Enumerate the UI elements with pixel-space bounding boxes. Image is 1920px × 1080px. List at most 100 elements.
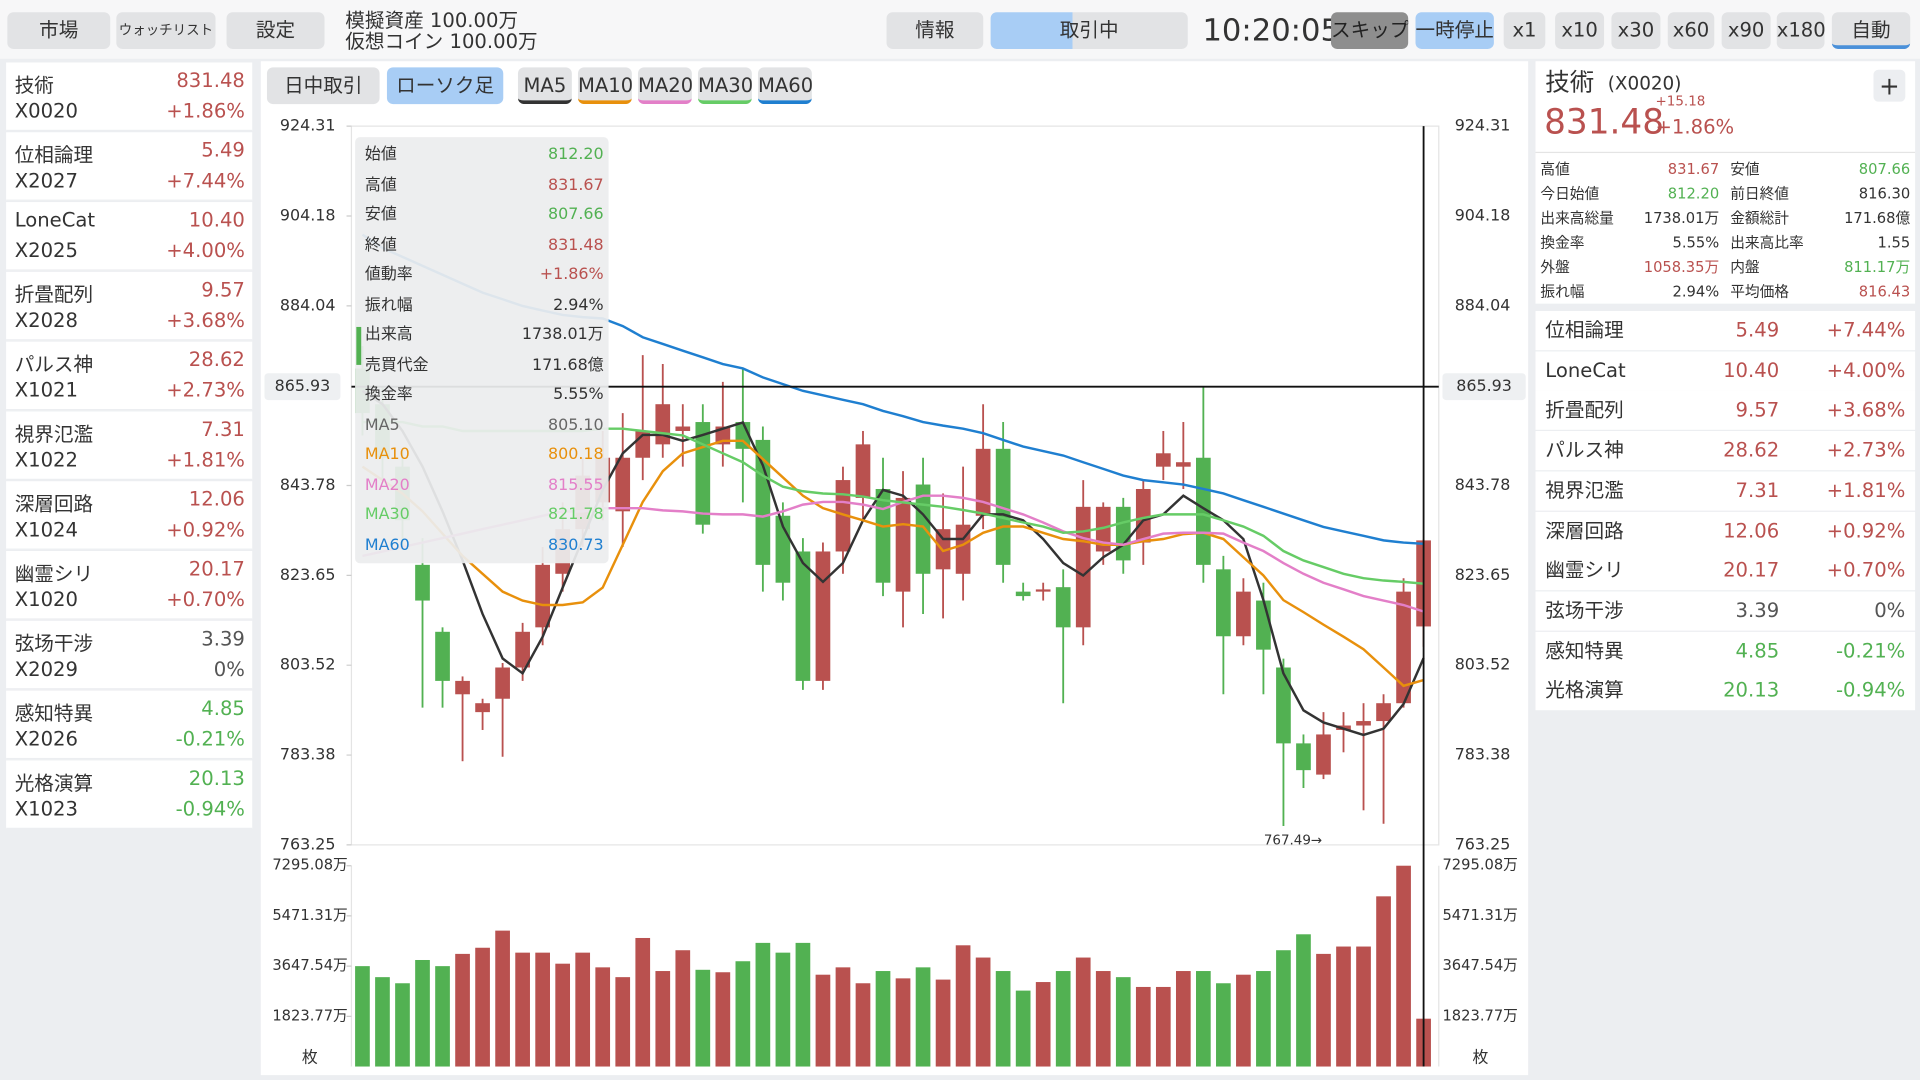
stock-change: +1.81% bbox=[166, 448, 245, 472]
side-item[interactable]: 光格演算 20.13 -0.94% bbox=[1535, 671, 1916, 711]
speed-button[interactable]: x30 bbox=[1611, 12, 1661, 49]
side-change: +1.81% bbox=[1826, 478, 1906, 502]
candle-body bbox=[855, 444, 871, 498]
watchlist-item[interactable]: 深層回路 X1024 12.06 +0.92% bbox=[6, 481, 253, 550]
volume-bar bbox=[775, 952, 791, 1067]
stock-code: X2025 bbox=[14, 238, 78, 263]
candle-body bbox=[655, 404, 671, 445]
tooltip-ma-row: MA20 815.55 bbox=[365, 471, 604, 500]
tooltip-label: MA5 bbox=[364, 415, 400, 435]
detail-panel bbox=[1535, 61, 1916, 304]
candle-body bbox=[1055, 587, 1071, 628]
side-item[interactable]: 感知特異 4.85 -0.21% bbox=[1535, 631, 1916, 671]
stat-label: 今日始値 bbox=[1540, 184, 1600, 203]
y-tick-label-right: 924.31 bbox=[1455, 116, 1511, 135]
watchlist-item[interactable]: LoneCat X2025 10.40 +4.00% bbox=[6, 202, 253, 271]
candle-body bbox=[995, 448, 1011, 565]
volume-bar bbox=[1236, 974, 1251, 1067]
side-item[interactable]: 深層回路 12.06 +0.92% bbox=[1535, 511, 1916, 551]
side-change: +4.00% bbox=[1826, 358, 1906, 382]
watchlist-button[interactable]: ウォッチリスト bbox=[116, 12, 216, 49]
skip-button[interactable]: スキップ bbox=[1331, 12, 1409, 49]
watchlist-item[interactable]: 光格演算 X1023 20.13 -0.94% bbox=[6, 760, 253, 829]
intraday-tab[interactable]: 日中取引 bbox=[266, 67, 380, 105]
side-item[interactable]: 幽霊シリ 20.17 +0.70% bbox=[1535, 551, 1916, 591]
watchlist-item[interactable]: 折畳配列 X2028 9.57 +3.68% bbox=[6, 271, 253, 341]
side-item[interactable]: 弦场干涉 3.39 0% bbox=[1535, 591, 1916, 631]
speed-button[interactable]: x90 bbox=[1721, 12, 1771, 49]
side-name: 弦场干涉 bbox=[1545, 598, 1624, 622]
stat-value: 811.17万 bbox=[1844, 258, 1911, 276]
ma-toggle[interactable]: MA60 bbox=[757, 67, 812, 105]
candle-body bbox=[1115, 506, 1131, 561]
candle-body bbox=[1296, 743, 1311, 771]
speed-button[interactable]: x180 bbox=[1776, 12, 1825, 49]
volume-bar bbox=[875, 971, 891, 1067]
ma-toggle[interactable]: MA10 bbox=[577, 67, 632, 105]
info-button[interactable]: 情報 bbox=[886, 12, 984, 49]
volume-bar bbox=[1155, 986, 1171, 1067]
market-button[interactable]: 市場 bbox=[7, 12, 111, 49]
volume-bar bbox=[555, 963, 571, 1067]
watchlist-item[interactable]: 位相論理 X2027 5.49 +7.44% bbox=[6, 132, 253, 201]
side-item[interactable]: LoneCat 10.40 +4.00% bbox=[1535, 351, 1916, 391]
low-annotation: 767.49→ bbox=[1264, 834, 1322, 849]
status-button[interactable]: 取引中 bbox=[990, 12, 1188, 49]
tooltip-label: MA60 bbox=[364, 535, 410, 555]
tooltip-value: 2.94% bbox=[553, 295, 604, 315]
speed-button[interactable]: x60 bbox=[1667, 12, 1715, 49]
asset-line: 模擬資産 100.00万 bbox=[345, 8, 519, 32]
watchlist-item[interactable]: 視界氾濫 X1022 7.31 +1.81% bbox=[6, 411, 253, 481]
tooltip-label: MA10 bbox=[364, 445, 410, 465]
speed-button[interactable]: x1 bbox=[1503, 12, 1546, 49]
tooltip-value: 815.55 bbox=[547, 475, 604, 495]
candle-body bbox=[415, 564, 430, 601]
ma-toggle[interactable]: MA5 bbox=[517, 67, 572, 105]
speed-button[interactable]: x10 bbox=[1555, 12, 1605, 49]
side-item[interactable]: 折畳配列 9.57 +3.68% bbox=[1535, 391, 1916, 431]
stock-name: 感知特異 bbox=[14, 701, 94, 725]
side-change: +2.73% bbox=[1826, 438, 1906, 462]
side-change: 0% bbox=[1874, 598, 1906, 622]
side-change: +0.92% bbox=[1826, 518, 1906, 542]
candle-body bbox=[815, 551, 831, 681]
stat-label: 換金率 bbox=[1540, 233, 1585, 252]
tooltip-value: 830.73 bbox=[547, 535, 604, 555]
ma-toggle[interactable]: MA20 bbox=[637, 67, 692, 105]
side-item[interactable]: パルス神 28.62 +2.73% bbox=[1535, 431, 1916, 471]
watchlist-item[interactable]: 技術 X0020 831.48 +1.86% bbox=[6, 62, 253, 132]
crosshair-label-box bbox=[1442, 373, 1526, 401]
tooltip-label: 安値 bbox=[364, 205, 397, 225]
volume-tick-label-right: 3647.54万 bbox=[1442, 957, 1517, 974]
tooltip-value: 812.20 bbox=[547, 145, 604, 165]
y-tick-label: 783.38 bbox=[280, 745, 336, 764]
y-tick-label-right: 884.04 bbox=[1455, 295, 1511, 314]
volume-tick-label: 3647.54万 bbox=[272, 957, 347, 974]
volume-bar bbox=[575, 952, 591, 1067]
volume-bar bbox=[955, 945, 971, 1067]
side-price: 20.17 bbox=[1723, 558, 1780, 582]
add-button[interactable]: + bbox=[1873, 69, 1906, 102]
ma-toggle[interactable]: MA30 bbox=[697, 67, 752, 105]
candle-body bbox=[1396, 591, 1411, 704]
side-item[interactable]: 位相論理 5.49 +7.44% bbox=[1535, 311, 1916, 351]
settings-button[interactable]: 設定 bbox=[226, 12, 325, 49]
pause-button[interactable]: 一時停止 bbox=[1415, 12, 1494, 49]
watchlist-item[interactable]: 幽霊シリ X1020 20.17 +0.70% bbox=[6, 551, 253, 620]
stock-code: X1023 bbox=[14, 797, 78, 821]
tooltip-value: +1.86% bbox=[539, 265, 604, 285]
stock-code: X1021 bbox=[14, 378, 78, 402]
watchlist-item[interactable]: 弦场干涉 X2029 3.39 0% bbox=[6, 620, 253, 690]
stock-price: 5.49 bbox=[201, 138, 245, 162]
stock-price: 831.48 bbox=[176, 68, 245, 92]
auto-button[interactable]: 自動 bbox=[1831, 12, 1911, 49]
stock-change: +0.92% bbox=[166, 517, 245, 542]
side-item[interactable]: 視界氾濫 7.31 +1.81% bbox=[1535, 471, 1916, 511]
watchlist-item[interactable]: 感知特異 X2026 4.85 -0.21% bbox=[6, 690, 253, 760]
watchlist-item[interactable]: パルス神 X1021 28.62 +2.73% bbox=[6, 341, 253, 411]
candle-tab[interactable]: ローソク足 bbox=[386, 67, 504, 105]
candle-body bbox=[1216, 569, 1231, 637]
stock-price: 9.57 bbox=[201, 277, 245, 302]
side-price: 7.31 bbox=[1735, 478, 1780, 502]
